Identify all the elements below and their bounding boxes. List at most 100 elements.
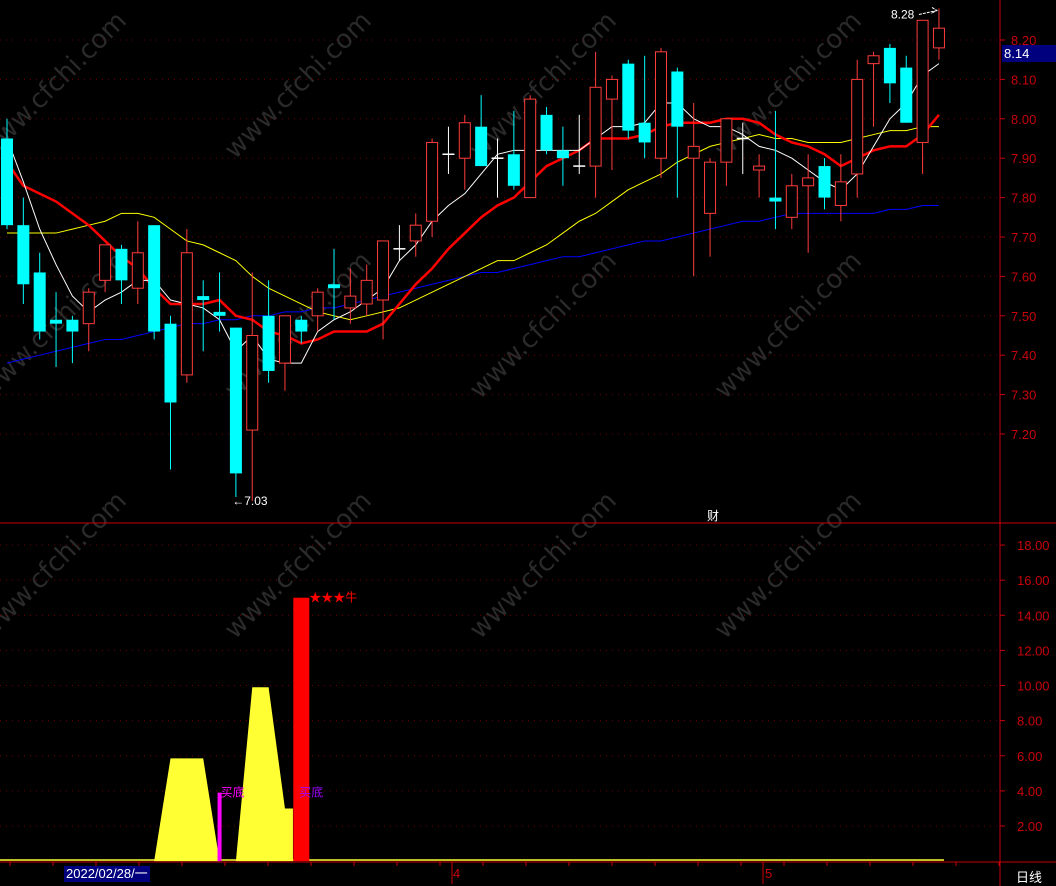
candle-body [818,166,831,198]
candle-body [164,323,177,403]
low-price-label: ←7.03 [232,494,268,508]
candle [671,67,684,198]
candle-body [50,319,63,324]
candle-body [769,197,782,202]
candle [802,154,815,253]
high-price-label: 8.28 [891,7,915,21]
candle [834,154,847,222]
watermark: www.cfchi.com [709,486,868,645]
candle [638,55,651,159]
candle [393,225,406,261]
candle-body [409,224,422,242]
candle [148,225,161,340]
candle [736,122,749,174]
ma10-line [5,114,940,345]
candle [900,55,913,123]
candle [295,315,308,344]
candle [180,229,193,383]
candle-body [82,291,95,325]
event-marker[interactable]: 财 [707,509,719,523]
candle [573,114,586,174]
candle-body [687,145,700,159]
candle [50,292,63,368]
price-axis-label: 7.90 [1011,151,1036,166]
candle-body [834,181,847,206]
candle [164,315,177,470]
candle [426,138,439,237]
candle [82,288,95,352]
candle [213,272,226,332]
price-axis-label: 7.80 [1011,191,1036,206]
ma20-line [7,126,939,321]
candle-body [622,63,635,131]
candle [753,154,766,198]
candle [360,264,373,316]
candle-body [328,284,340,289]
candle-body [883,47,896,84]
price-axis-label: 8.00 [1011,112,1036,127]
candle [622,59,635,139]
candle-body [377,240,390,301]
signal-label: 买底 [221,785,245,800]
watermark: www.cfchi.com [0,486,133,645]
candle-body [426,141,439,222]
candle [246,272,259,501]
ma60-line [6,204,939,364]
price-axis-label: 7.50 [1011,309,1036,324]
candle [99,244,112,293]
signal-area [154,758,220,862]
candle-body [785,185,798,218]
month-label-5: 5 [765,866,773,881]
watermark: www.cfchi.com [709,246,868,405]
candle [475,95,488,167]
price-axis-label: 8.20 [1011,33,1036,48]
candle-body [213,311,226,316]
candle [785,173,798,230]
candle-body [115,248,128,281]
candle [33,252,46,340]
price-axis-label: 7.60 [1011,269,1036,284]
candle-body [458,122,471,159]
indicator-axis-label: 14.00 [1017,608,1050,623]
price-axis-label: 7.40 [1011,348,1036,363]
bull-signal-bar [293,597,310,862]
candle-body [475,126,488,167]
candle-body [802,177,815,187]
candle [605,75,618,171]
candle-body [720,118,733,163]
candle-body [180,252,193,376]
candle-body [1,138,13,226]
candle [278,315,291,391]
candle-body [916,19,929,143]
candle [883,43,896,104]
candle-body [507,154,520,186]
candle [442,126,455,174]
candle-body [867,55,880,65]
candle [704,158,717,257]
candle-body [311,291,324,317]
candle [540,106,553,155]
price-axis-label: 7.30 [1011,388,1036,403]
candle-body [148,225,161,332]
candle [524,95,537,199]
candle [687,103,700,277]
candle-body [540,114,553,151]
price-axis-label: 7.20 [1011,427,1036,442]
candle-body [131,252,144,289]
watermark: www.cfchi.com [219,6,378,165]
indicator-axis-label: 16.00 [1017,573,1050,588]
date-cursor-label: 2022/02/28/一 [64,866,150,882]
signal-label: ★★★牛 [309,590,357,605]
indicator-axis-label: 18.00 [1017,538,1050,553]
candle-body [638,122,651,143]
period-selector[interactable]: 日线 [1016,870,1043,885]
candle-body [900,67,913,123]
indicator-axis-label: 2.00 [1017,819,1042,834]
candle [916,19,929,174]
candle [507,110,520,190]
candle [1,118,13,230]
candle-body [229,327,242,474]
candle [311,288,324,332]
candle-body [197,296,210,301]
